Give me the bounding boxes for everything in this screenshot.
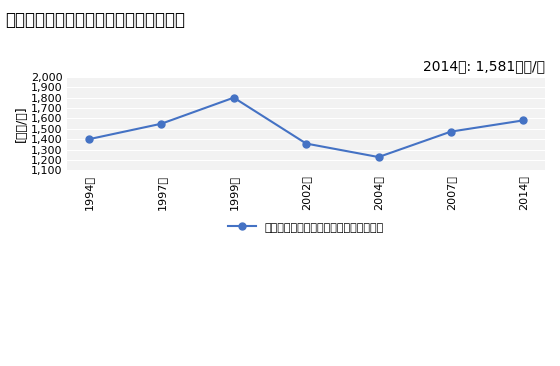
商業の従業者一人当たり年間商品販売額 <box>230 96 237 100</box>
商業の従業者一人当たり年間商品販売額 <box>520 118 526 123</box>
Y-axis label: [万円/人]: [万円/人] <box>15 105 28 142</box>
商業の従業者一人当たり年間商品販売額 <box>86 137 92 141</box>
商業の従業者一人当たり年間商品販売額 <box>303 141 310 146</box>
Line: 商業の従業者一人当たり年間商品販売額: 商業の従業者一人当たり年間商品販売額 <box>86 94 527 161</box>
商業の従業者一人当たり年間商品販売額 <box>158 122 165 126</box>
Text: 商業の従業者一人当たり年間商品販売額: 商業の従業者一人当たり年間商品販売額 <box>6 11 185 29</box>
商業の従業者一人当たり年間商品販売額 <box>447 130 454 134</box>
Legend: 商業の従業者一人当たり年間商品販売額: 商業の従業者一人当たり年間商品販売額 <box>224 218 389 237</box>
Text: 2014年: 1,581万円/人: 2014年: 1,581万円/人 <box>423 59 545 73</box>
商業の従業者一人当たり年間商品販売額 <box>375 155 382 159</box>
